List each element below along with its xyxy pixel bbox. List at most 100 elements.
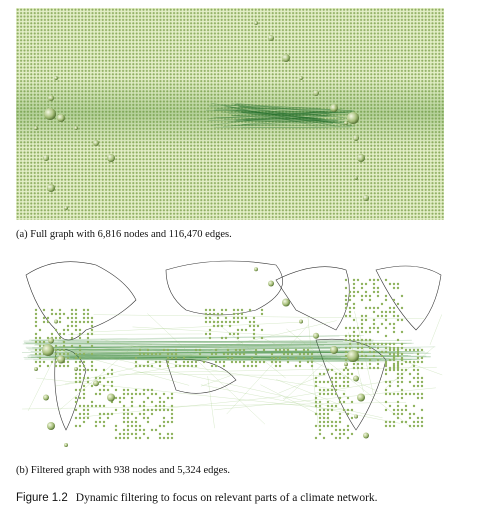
node [166,396,170,400]
node [294,364,298,368]
node [38,344,42,348]
node [234,352,238,356]
filtered-graph-image [16,250,444,455]
node [348,310,352,314]
node [404,368,408,372]
node [134,420,138,424]
edge [69,358,396,361]
node [122,388,126,392]
edge [23,340,328,343]
node [82,320,86,324]
node [86,316,90,320]
node [368,358,372,362]
node [400,294,404,298]
edge [226,324,310,415]
node [204,308,208,312]
node [142,416,146,420]
node [306,352,310,356]
node [38,340,42,344]
edge [238,121,353,127]
node [146,360,150,364]
node [110,368,114,372]
node [82,420,86,424]
node [94,392,98,396]
node [232,320,236,324]
node [54,328,58,332]
node [252,316,256,320]
node [74,360,78,364]
node [234,360,238,364]
node [142,400,146,404]
edge [34,344,391,347]
node [396,360,400,364]
node [90,316,94,320]
node [166,420,170,424]
node [348,326,352,330]
node [392,420,396,424]
node [342,432,346,436]
node [420,376,424,380]
edge [307,315,319,428]
node [338,420,342,424]
node [396,348,400,352]
node [314,424,318,428]
edge [236,110,318,120]
node [338,416,342,420]
node [400,408,404,412]
node [346,376,350,380]
node [330,104,338,112]
node [338,400,342,404]
node [254,348,258,352]
edge [44,347,376,351]
node [380,310,384,314]
node [404,408,408,412]
edge [64,320,337,385]
edge [47,344,152,355]
node [162,400,166,404]
node [384,380,388,384]
node [74,328,78,332]
node [226,352,230,356]
node [380,302,384,306]
edge [236,119,338,122]
node [360,362,364,366]
node [130,404,134,408]
node [274,364,278,368]
node [122,408,126,412]
node [372,318,376,322]
node [130,412,134,416]
node [42,320,46,324]
hub-node [347,112,359,124]
node [78,328,82,332]
node [102,420,106,424]
node [318,424,322,428]
node [342,368,346,372]
node [368,306,372,310]
node [346,424,350,428]
node [74,320,78,324]
edge [283,346,342,401]
node [294,356,298,360]
node [313,90,319,96]
node [353,375,359,382]
node [74,316,78,320]
node [102,376,106,380]
node [222,364,226,368]
node [338,428,342,432]
edge [222,111,328,117]
node [290,352,294,356]
node [170,436,174,440]
node [388,282,392,286]
node [354,176,358,180]
node [388,322,392,326]
node [236,312,240,316]
node [388,310,392,314]
node [322,420,326,424]
node [368,278,372,282]
node [330,376,334,380]
node [57,355,65,364]
node [82,312,86,316]
node [342,376,346,380]
node [228,320,232,324]
node [62,312,66,316]
